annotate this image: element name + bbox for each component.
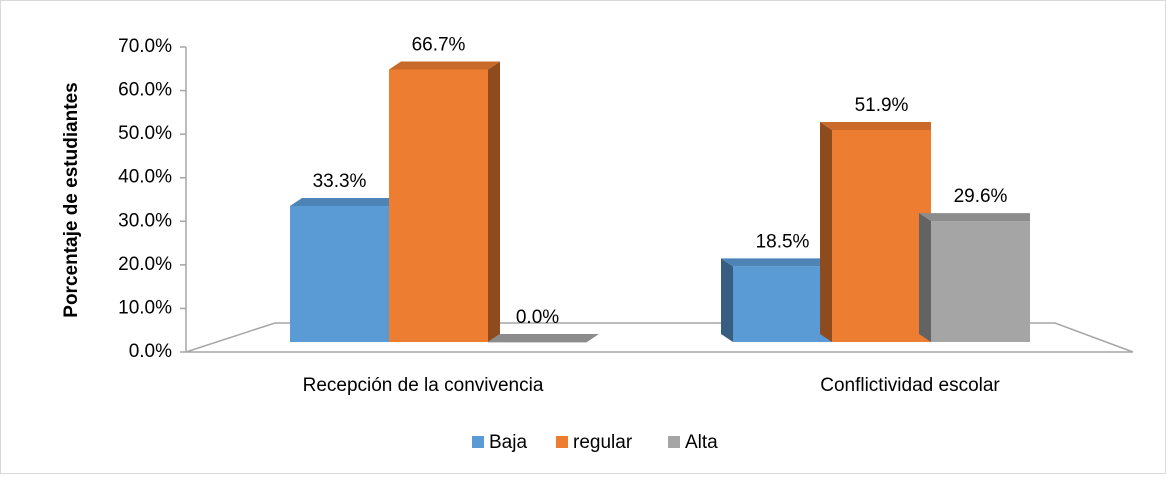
y-tick-label: 60.0% — [118, 80, 172, 101]
bar-side — [488, 61, 500, 343]
legend-label: Baja — [489, 432, 527, 453]
y-tick-label: 70.0% — [118, 36, 172, 57]
bar-top — [488, 334, 599, 342]
x-tick-label: Recepción de la convivencia — [303, 375, 544, 396]
y-axis-label: Porcentaje de estudiantes — [61, 82, 82, 317]
data-label: 33.3% — [313, 171, 367, 192]
legend-swatch — [668, 436, 680, 448]
y-tick-label: 20.0% — [118, 254, 172, 275]
data-label: 18.5% — [756, 231, 810, 252]
bar — [832, 129, 931, 342]
bar-side — [919, 213, 931, 342]
bar-top — [290, 197, 401, 206]
bar-top — [820, 121, 931, 130]
data-label: 29.6% — [954, 186, 1008, 207]
x-tick-label: Conflictividad escolar — [820, 375, 1000, 396]
bar — [931, 221, 1030, 342]
bar — [488, 342, 587, 343]
bar-top — [721, 258, 832, 267]
bar — [733, 266, 832, 342]
y-tick-label: 40.0% — [118, 167, 172, 188]
data-label: 0.0% — [516, 307, 559, 328]
data-label: 51.9% — [855, 95, 909, 116]
y-tick-label: 30.0% — [118, 210, 172, 231]
bar-side — [721, 258, 733, 342]
bar — [389, 69, 488, 343]
bar-side — [820, 121, 832, 342]
bar-top — [919, 213, 1030, 222]
floor — [185, 322, 1134, 353]
legend-swatch — [472, 436, 484, 448]
legend-swatch — [556, 436, 568, 448]
bar-top — [389, 61, 500, 70]
legend-label: Alta — [685, 432, 718, 453]
data-label: 66.7% — [412, 34, 466, 55]
bar — [290, 205, 389, 342]
y-tick-label: 50.0% — [118, 123, 172, 144]
legend-label: regular — [573, 432, 633, 453]
y-tick-label: 10.0% — [118, 297, 172, 318]
y-tick-label: 0.0% — [129, 341, 172, 362]
